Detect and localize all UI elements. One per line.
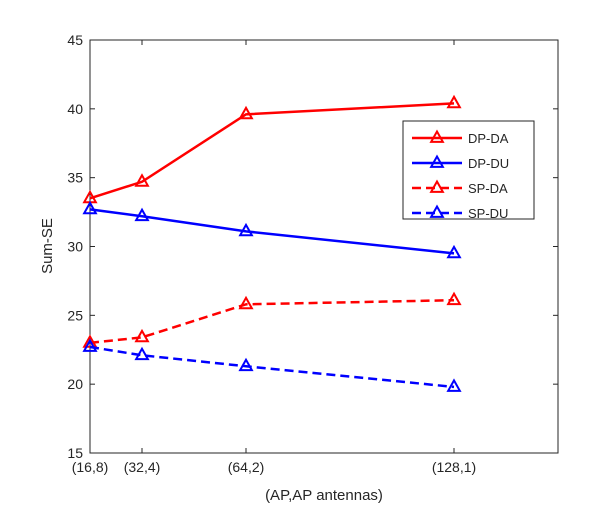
legend-label: DP-DU bbox=[468, 156, 509, 171]
data-point-dp-da bbox=[238, 105, 254, 120]
data-point-sp-du bbox=[446, 378, 462, 392]
x-tick-label: (32,4) bbox=[124, 459, 161, 475]
data-point-sp-da bbox=[446, 291, 462, 306]
legend-swatch-marker bbox=[429, 179, 445, 193]
legend-swatch-marker bbox=[429, 154, 445, 168]
legend-swatch-marker bbox=[429, 204, 445, 218]
legend: DP-DA DP-DU SP-DA SP-DU bbox=[402, 120, 535, 221]
data-point-sp-du bbox=[82, 338, 98, 352]
data-point-dp-da bbox=[134, 173, 150, 187]
data-point-sp-da bbox=[238, 295, 254, 310]
data-point-sp-du bbox=[134, 346, 150, 361]
data-point-dp-du bbox=[134, 207, 150, 222]
legend-swatch-marker bbox=[429, 129, 445, 143]
series-line-sp-du bbox=[89, 345, 455, 389]
ticks-layer: 15 20 25 30 35 40 45 (16,8) (32,4) (64,2) (128,1) bbox=[67, 32, 558, 475]
series-line-dp-da bbox=[89, 102, 455, 200]
x-tick-label: (64,2) bbox=[228, 459, 265, 475]
x-tick-label: (16,8) bbox=[72, 459, 109, 475]
series-line-dp-du bbox=[89, 208, 455, 255]
data-point-dp-du bbox=[82, 200, 98, 215]
y-tick-label: 40 bbox=[67, 101, 83, 117]
legend-label: DP-DA bbox=[468, 131, 509, 146]
data-point-sp-du bbox=[238, 357, 254, 372]
y-tick-label: 20 bbox=[67, 376, 83, 392]
plot-area bbox=[89, 39, 559, 454]
data-point-dp-du bbox=[446, 244, 462, 259]
y-tick-label: 45 bbox=[67, 32, 83, 48]
y-tick-label: 30 bbox=[67, 239, 83, 255]
y-tick-label: 25 bbox=[67, 307, 83, 323]
y-tick-label: 35 bbox=[67, 170, 83, 186]
data-point-sp-da bbox=[82, 334, 98, 348]
y-tick-label: 15 bbox=[67, 445, 83, 461]
y-axis-title: Sum-SE bbox=[39, 218, 56, 274]
x-axis-title: (AP,AP antennas) bbox=[265, 487, 383, 504]
series-layer bbox=[82, 94, 462, 392]
data-point-dp-da bbox=[446, 94, 462, 109]
legend-label: SP-DA bbox=[468, 181, 508, 196]
data-point-dp-du bbox=[238, 222, 254, 237]
series-line-sp-da bbox=[89, 298, 455, 345]
data-point-sp-da bbox=[134, 328, 150, 343]
legend-label: SP-DU bbox=[468, 206, 508, 221]
x-tick-label: (128,1) bbox=[432, 459, 476, 475]
